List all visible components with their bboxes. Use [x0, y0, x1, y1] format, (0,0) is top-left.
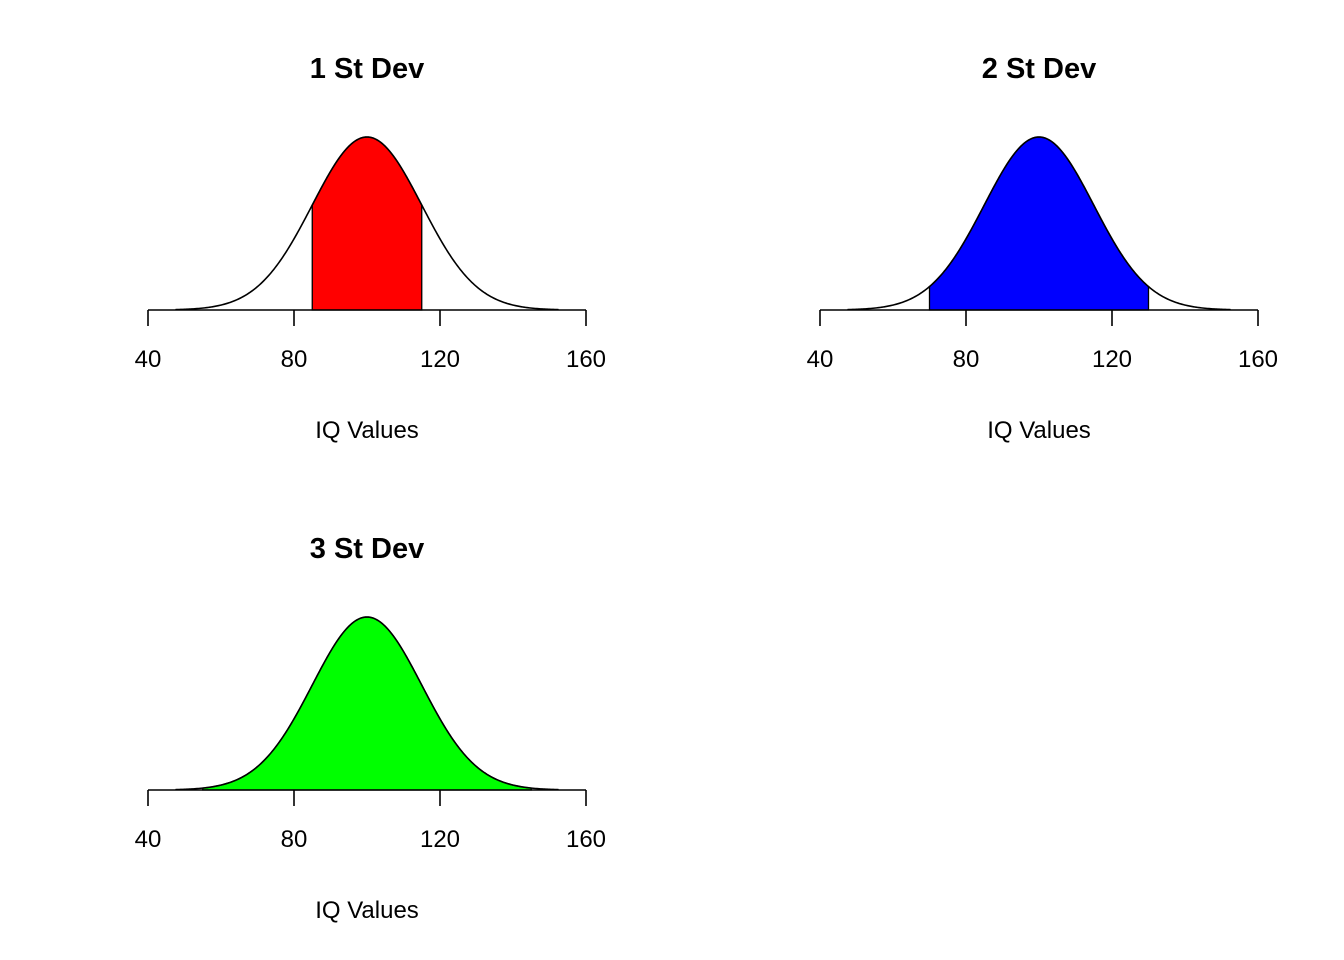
density-curve — [847, 136, 1231, 311]
x-tick-label: 160 — [566, 346, 606, 373]
x-axis-label: IQ Values — [315, 897, 419, 924]
x-axis: 40 80 120 160 — [135, 309, 606, 373]
chart-title: 3 St Dev — [310, 533, 424, 565]
x-tick-label: 80 — [281, 346, 308, 373]
chart-panel-3-st-dev: 3 St Dev 40 80 120 160 IQ Values — [135, 533, 606, 924]
shaded-area — [928, 136, 1150, 311]
x-tick-label: 160 — [566, 826, 606, 853]
x-axis: 40 80 120 160 — [807, 309, 1278, 373]
density-curve — [175, 136, 559, 311]
x-tick-label: 40 — [135, 346, 162, 373]
x-axis-label: IQ Values — [987, 417, 1091, 444]
chart-panel-1-st-dev: 1 St Dev 40 80 120 160 IQ Values — [135, 53, 606, 444]
x-axis: 40 80 120 160 — [135, 789, 606, 853]
shaded-area — [202, 616, 532, 791]
chart-panel-2-st-dev: 2 St Dev 40 80 120 160 IQ Values — [807, 53, 1278, 444]
x-tick-label: 40 — [807, 346, 834, 373]
chart-title: 1 St Dev — [310, 53, 424, 85]
x-tick-label: 40 — [135, 826, 162, 853]
x-axis-label: IQ Values — [315, 417, 419, 444]
shaded-area — [311, 136, 423, 311]
x-tick-label: 80 — [953, 346, 980, 373]
chart-title: 2 St Dev — [982, 53, 1096, 85]
x-tick-label: 160 — [1238, 346, 1278, 373]
x-tick-label: 80 — [281, 826, 308, 853]
x-tick-label: 120 — [1092, 346, 1132, 373]
density-curve — [175, 616, 559, 791]
x-tick-label: 120 — [420, 826, 460, 853]
x-tick-label: 120 — [420, 346, 460, 373]
